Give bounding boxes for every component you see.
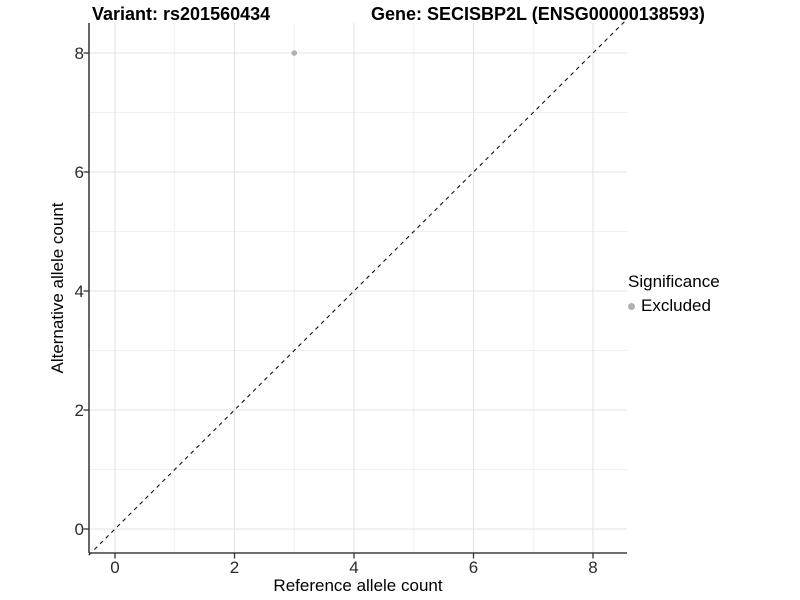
gene-title: Gene: SECISBP2L (ENSG00000138593) (371, 4, 705, 24)
legend: Significance Excluded (628, 272, 720, 316)
x-tick-label: 2 (229, 558, 240, 577)
legend-title: Significance (628, 272, 720, 291)
variant-title: Variant: rs201560434 (92, 4, 271, 24)
y-tick-label: 8 (74, 44, 84, 63)
y-tick-label: 0 (74, 520, 84, 539)
legend-item-excluded: Excluded (628, 296, 720, 316)
legend-item-label: Excluded (641, 296, 711, 315)
data-point (291, 50, 298, 56)
x-axis-title: Reference allele count (273, 576, 443, 595)
y-tick-label: 6 (74, 163, 84, 182)
y-axis-title: Alternative allele count (48, 202, 67, 374)
x-tick-label: 0 (110, 558, 120, 577)
x-tick-label: 8 (588, 558, 598, 577)
excluded-dot-icon (628, 302, 635, 310)
x-tick-label: 4 (349, 558, 359, 577)
identity-dashed-line (88, 18, 628, 556)
y-tick-label: 4 (74, 282, 84, 301)
x-tick-label: 6 (468, 558, 479, 577)
y-tick-label: 2 (74, 401, 84, 420)
